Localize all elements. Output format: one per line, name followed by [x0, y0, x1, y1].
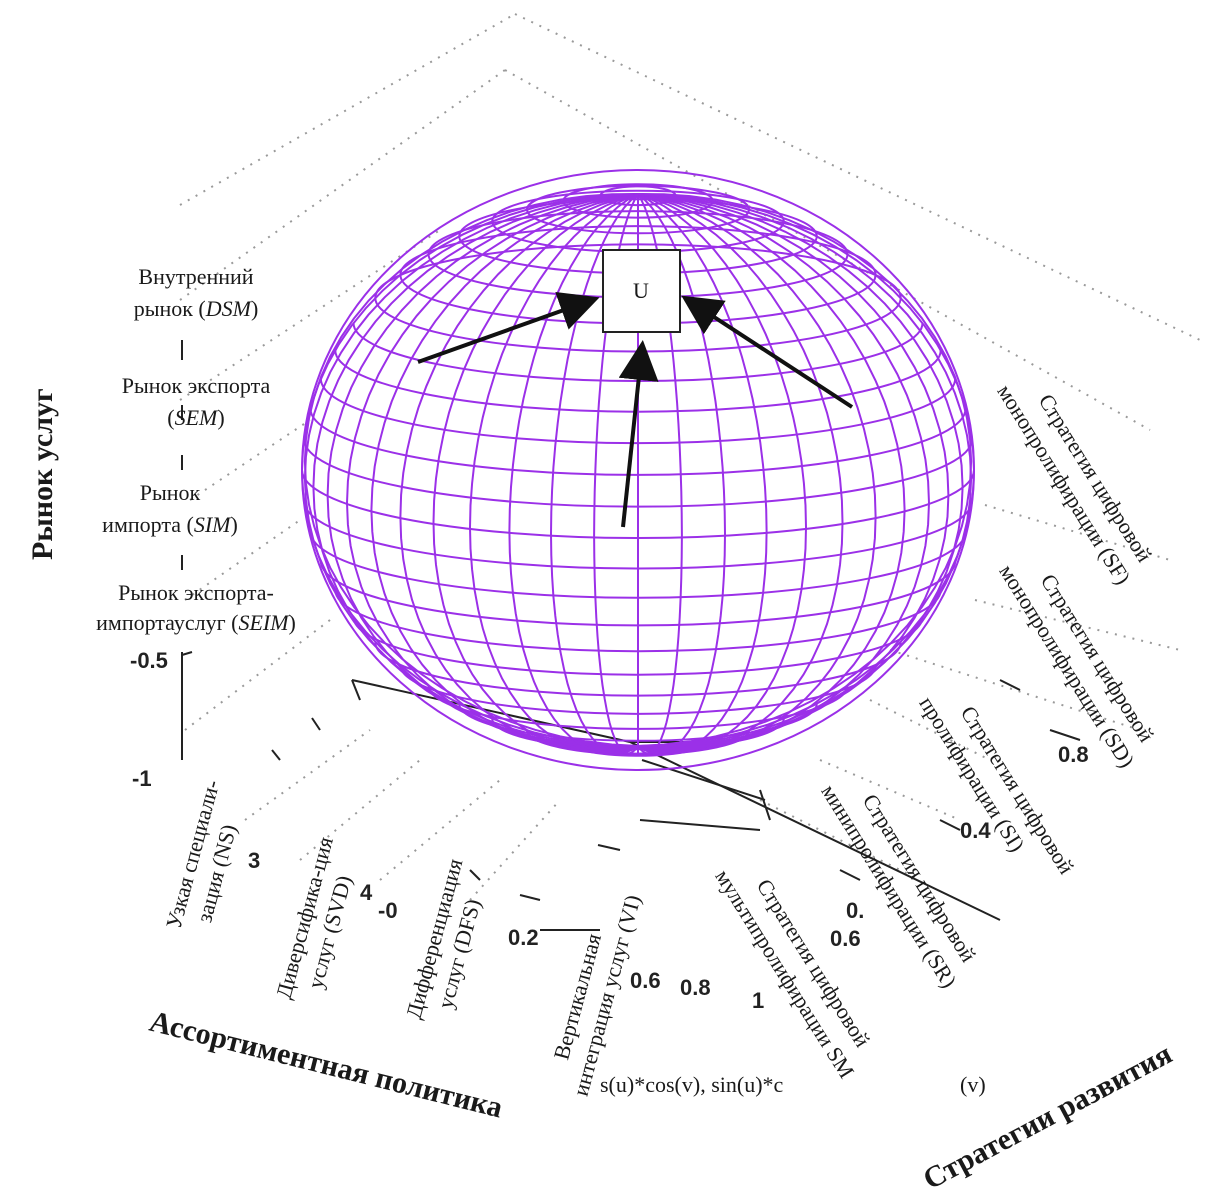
axis-tick: 0.6	[830, 926, 861, 951]
sphere-longitude-line	[508, 193, 639, 754]
vertical-tick: -1	[132, 766, 152, 791]
axis-tick: 4	[360, 880, 373, 905]
sphere-longitude-line	[468, 193, 639, 753]
right-axis-title: Стратегии развития	[918, 1037, 1178, 1194]
sphere-longitude-line	[399, 193, 639, 751]
axis-tick: -0	[378, 898, 398, 923]
axis-tick: 1	[752, 988, 764, 1013]
axes	[181, 340, 1081, 931]
sphere-longitude-line	[637, 193, 727, 755]
arrow-from-right	[681, 295, 854, 409]
axis-tick: 0.8	[680, 975, 711, 1000]
center-box-label: U	[633, 278, 649, 303]
vertical-tick: -0.5	[130, 648, 168, 673]
market-label-line2: (SEM)	[167, 405, 224, 430]
market-label-line1: Рынок экспорта	[122, 373, 271, 398]
sphere-longitude-line	[303, 193, 639, 747]
market-labels: Внутренний рынок (DSM) Рынок экспорта (S…	[96, 264, 296, 635]
sphere-longitude-line	[432, 193, 639, 752]
market-label-line2: импорта (SIM)	[102, 512, 238, 537]
sphere-outline	[301, 169, 975, 771]
sphere-longitude-line	[637, 193, 964, 748]
market-label-line1: Рынок	[140, 480, 201, 505]
sphere-longitude-line	[345, 193, 639, 749]
formula-fragment: s(u)*cos(v), sin(u)*c	[600, 1072, 784, 1097]
arrow-from-left	[417, 291, 600, 364]
market-label-line2: рынок (DSM)	[134, 296, 259, 321]
arrows	[417, 291, 854, 528]
axis-tick: 3	[248, 848, 260, 873]
right-axis-ticks: 0.8 0.4 0. 0.6	[830, 742, 1089, 951]
sphere-wireframe	[300, 169, 976, 771]
market-label-line2: импортауслуг (SEIM)	[96, 610, 296, 635]
center-box: U	[602, 249, 681, 333]
market-label-line1: Внутренний	[138, 264, 253, 289]
bottom-axis-ticks: 3 4 -0 0.2 0.6 0.8 1	[248, 848, 764, 1013]
sphere-longitude-line	[637, 193, 973, 747]
left-axis-line	[351, 679, 631, 743]
formula-fragment-end: (v)	[960, 1072, 986, 1097]
right-axis-line	[629, 741, 1001, 921]
market-label-line1: Рынок экспорта-	[118, 580, 274, 605]
axis-tick: 0.6	[630, 968, 661, 993]
vertical-axis-title: Рынок услуг	[26, 388, 59, 560]
axis-tick: 0.8	[1058, 742, 1089, 767]
axis-tick: 0.	[846, 898, 864, 923]
dotted-grid	[179, 13, 1201, 901]
axis-tick: 0.2	[508, 925, 539, 950]
sphere-longitude-line	[370, 193, 639, 750]
sphere-longitude-line	[549, 193, 639, 755]
left-axis-title: Ассортиментная политика	[146, 1005, 506, 1125]
axis-tick: 0.4	[960, 818, 991, 843]
arrow-from-bottom	[618, 340, 659, 528]
